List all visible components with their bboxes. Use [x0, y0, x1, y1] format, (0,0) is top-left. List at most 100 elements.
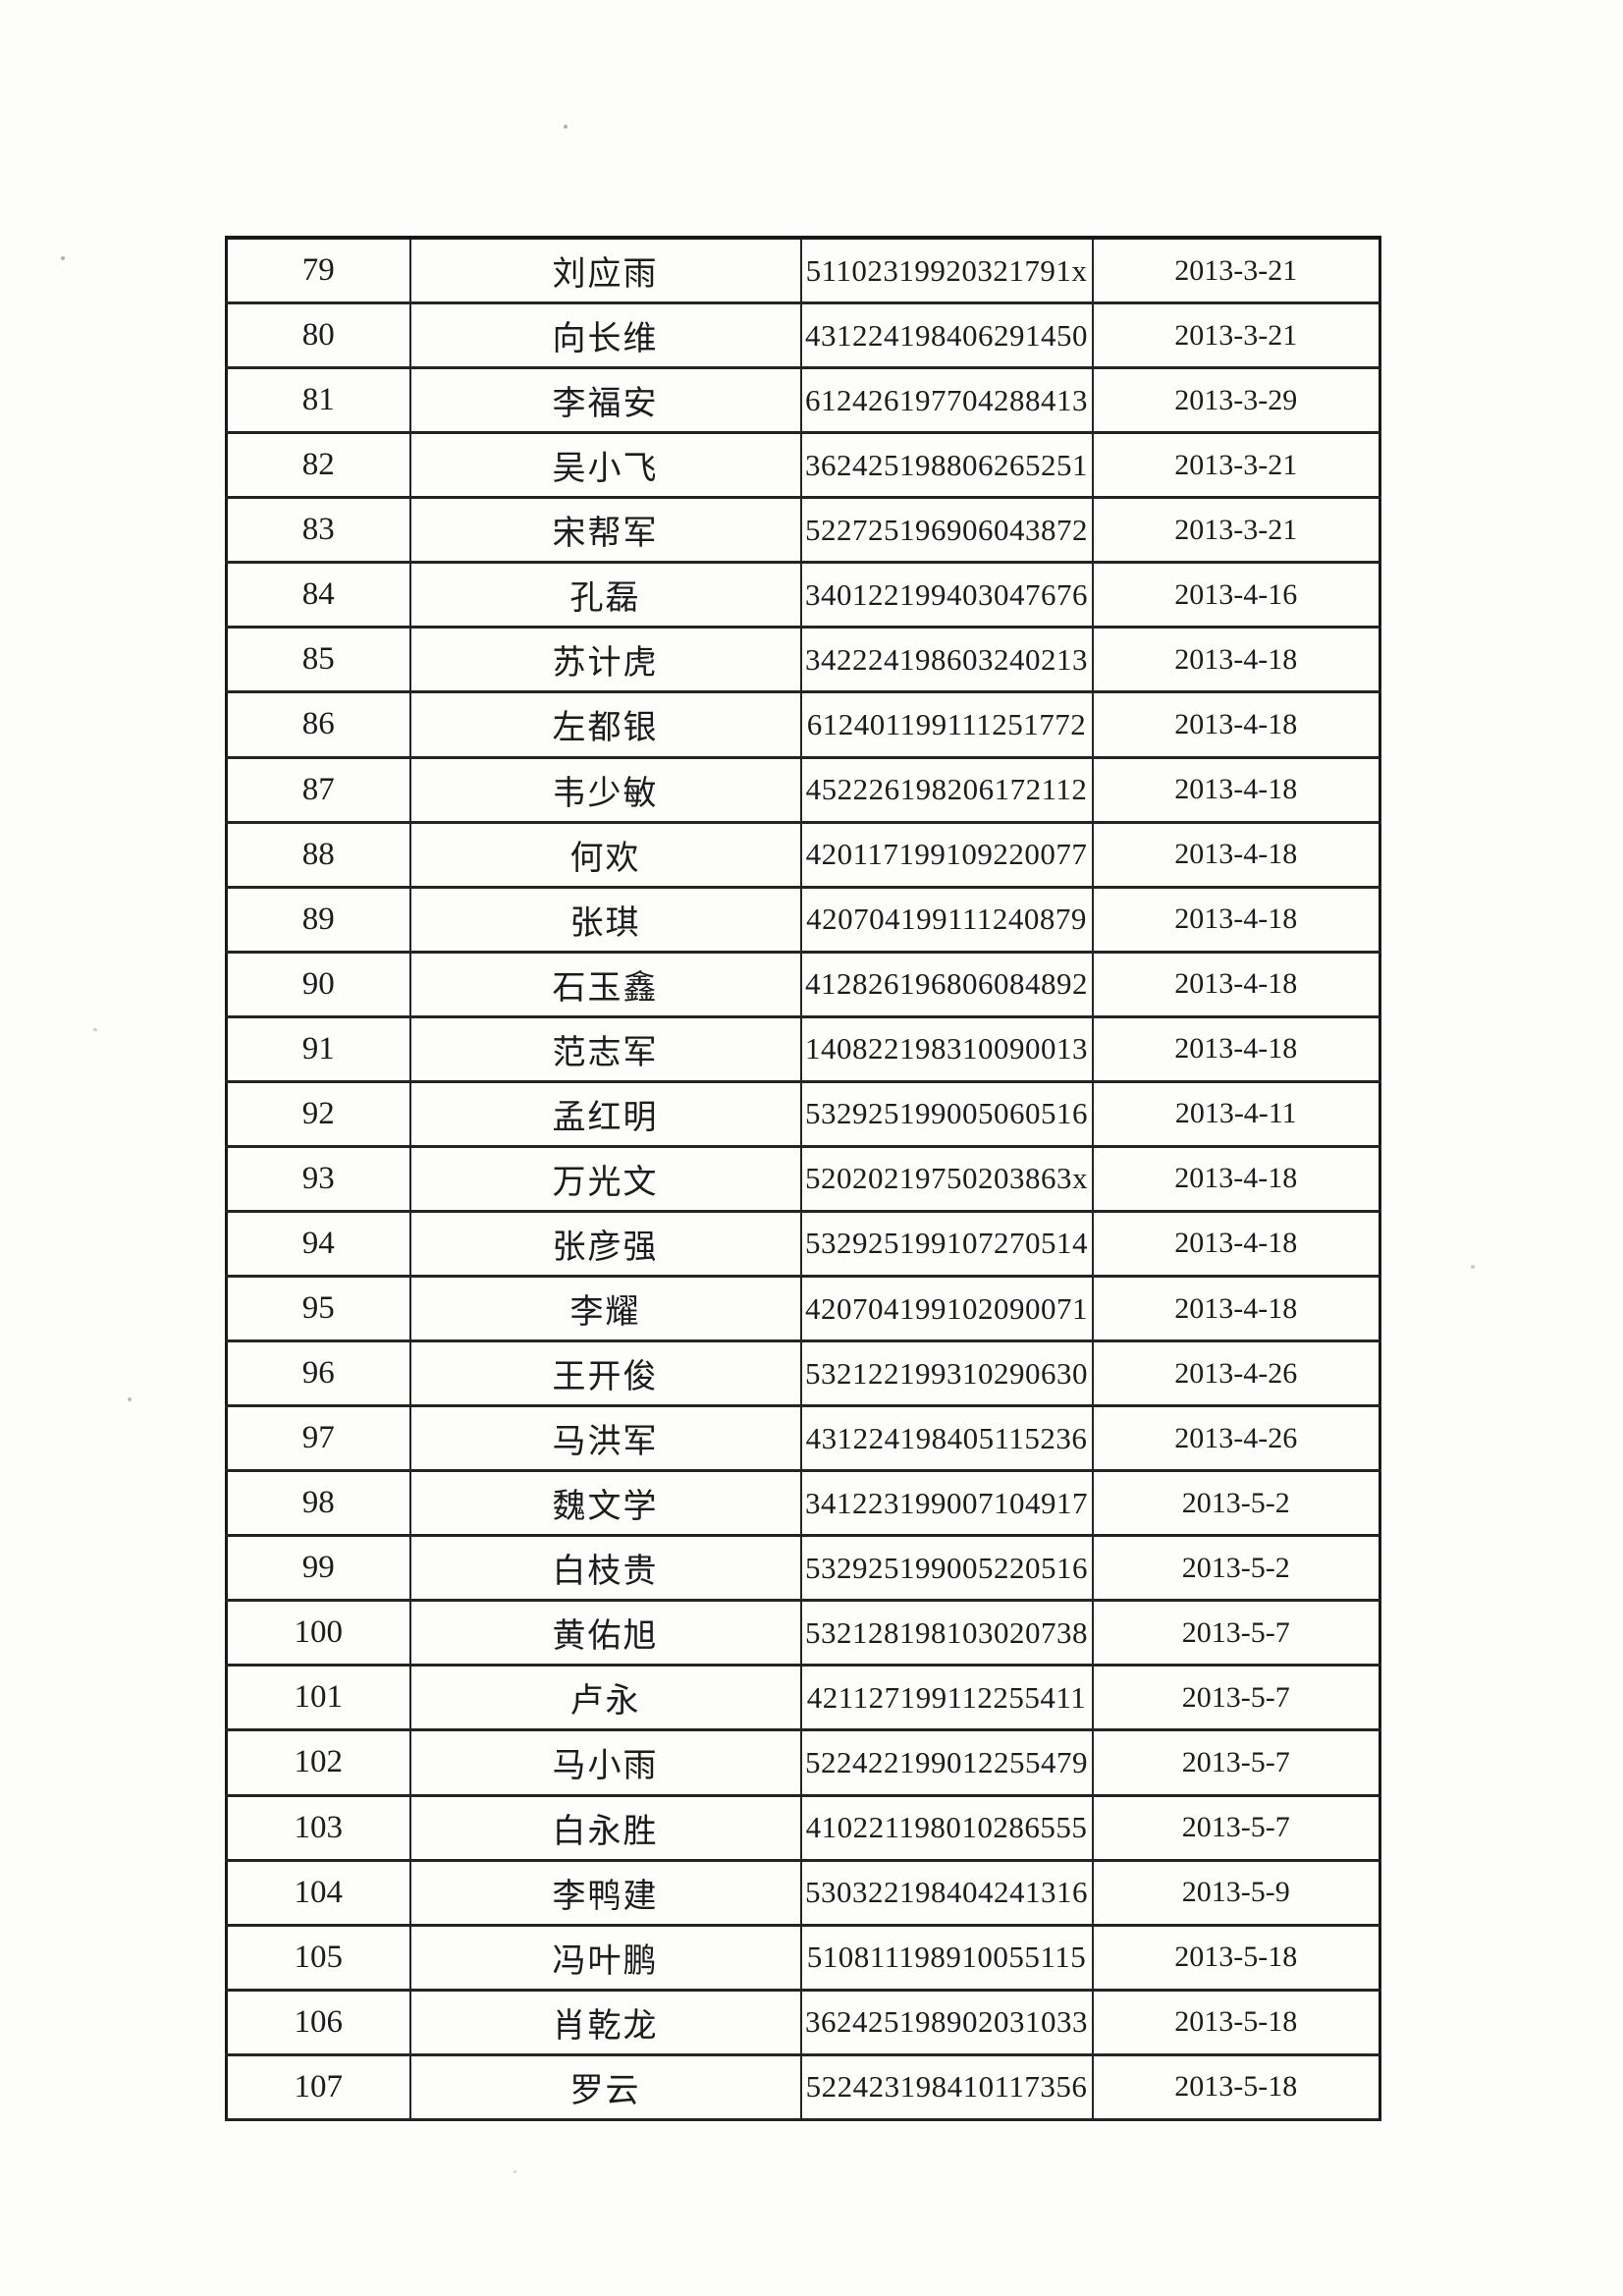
- cell-id: 532122199310290630: [799, 1339, 1094, 1408]
- cell-no: 79: [225, 236, 411, 305]
- table-row: 83 宋帮军 522725196906043872 2013-3-21: [225, 496, 1381, 565]
- cell-name: 肖乾龙: [408, 1988, 802, 2056]
- cell-id: 421127199112255411: [799, 1664, 1094, 1732]
- table-row: 91 范志军 140822198310090013 2013-4-18: [225, 1014, 1381, 1083]
- cell-date: 2013-3-21: [1091, 496, 1381, 565]
- table-row: 84 孔磊 340122199403047676 2013-4-16: [225, 561, 1381, 629]
- cell-id: 532925199107270514: [799, 1209, 1094, 1279]
- cell-date: 2013-4-18: [1091, 885, 1381, 954]
- cell-id: 522422199012255479: [799, 1728, 1094, 1797]
- cell-name: 刘应雨: [408, 236, 802, 305]
- cell-no: 82: [225, 431, 411, 500]
- cell-date: 2013-4-18: [1091, 1209, 1381, 1279]
- cell-no: 103: [225, 1793, 411, 1862]
- cell-no: 101: [225, 1664, 411, 1732]
- cell-name: 罗云: [408, 2052, 802, 2122]
- cell-id: 530322198404241316: [799, 1858, 1094, 1927]
- scan-speck: [128, 1397, 132, 1401]
- cell-no: 100: [225, 1599, 411, 1667]
- cell-no: 105: [225, 1923, 411, 1992]
- cell-date: 2013-4-16: [1091, 561, 1381, 629]
- table-row: 103 白永胜 410221198010286555 2013-5-7: [225, 1793, 1381, 1862]
- cell-date: 2013-5-18: [1091, 1988, 1381, 2056]
- cell-id: 420704199102090071: [799, 1275, 1094, 1343]
- roster-table-body: 79 刘应雨 51102319920321791x 2013-3-21 80 向长维 431…: [225, 236, 1381, 2122]
- cell-no: 94: [225, 1209, 411, 1279]
- cell-date: 2013-3-29: [1091, 366, 1381, 435]
- table-row: 107 罗云 522423198410117356 2013-5-18: [225, 2052, 1381, 2122]
- cell-name: 苏计虎: [408, 626, 802, 694]
- scan-speck: [61, 256, 65, 260]
- cell-name: 韦少敏: [408, 755, 802, 824]
- cell-date: 2013-4-11: [1091, 1079, 1381, 1148]
- scan-speck: [93, 1028, 97, 1031]
- table-row: 100 黄佑旭 532128198103020738 2013-5-7: [225, 1599, 1381, 1667]
- cell-name: 卢永: [408, 1664, 802, 1732]
- table-row: 93 万光文 52020219750203863x 2013-4-18: [225, 1144, 1381, 1213]
- cell-name: 何欢: [408, 820, 802, 889]
- cell-id: 532925199005060516: [799, 1079, 1094, 1148]
- cell-name: 黄佑旭: [408, 1599, 802, 1667]
- cell-id: 51102319920321791x: [799, 236, 1094, 305]
- table-row: 88 何欢 420117199109220077 2013-4-18: [225, 820, 1381, 889]
- table-row: 92 孟红明 532925199005060516 2013-4-11: [225, 1079, 1381, 1148]
- table-row: 90 石玉鑫 412826196806084892 2013-4-18: [225, 950, 1381, 1018]
- cell-date: 2013-3-21: [1091, 236, 1381, 305]
- cell-date: 2013-5-2: [1091, 1534, 1381, 1603]
- cell-date: 2013-4-18: [1091, 690, 1381, 759]
- cell-no: 93: [225, 1144, 411, 1213]
- cell-id: 410221198010286555: [799, 1793, 1094, 1862]
- table-row: 95 李耀 420704199102090071 2013-4-18: [225, 1275, 1381, 1343]
- table-row: 80 向长维 431224198406291450 2013-3-21: [225, 301, 1381, 370]
- cell-id: 510811198910055115: [799, 1923, 1094, 1992]
- cell-date: 2013-4-18: [1091, 820, 1381, 889]
- cell-id: 612426197704288413: [799, 366, 1094, 435]
- cell-date: 2013-5-2: [1091, 1469, 1381, 1538]
- cell-id: 362425198902031033: [799, 1988, 1094, 2056]
- table-row: 99 白枝贵 532925199005220516 2013-5-2: [225, 1534, 1381, 1603]
- cell-date: 2013-4-26: [1091, 1404, 1381, 1473]
- cell-name: 马小雨: [408, 1728, 802, 1797]
- cell-name: 马洪军: [408, 1404, 802, 1473]
- cell-id: 431224198406291450: [799, 301, 1094, 370]
- cell-no: 80: [225, 301, 411, 370]
- cell-date: 2013-4-18: [1091, 1014, 1381, 1083]
- cell-name: 白枝贵: [408, 1534, 802, 1603]
- cell-no: 83: [225, 496, 411, 565]
- cell-no: 99: [225, 1534, 411, 1603]
- cell-date: 2013-5-7: [1091, 1793, 1381, 1862]
- table-row: 81 李福安 612426197704288413 2013-3-29: [225, 366, 1381, 435]
- cell-id: 341223199007104917: [799, 1469, 1094, 1538]
- cell-name: 李鸭建: [408, 1858, 802, 1927]
- cell-no: 102: [225, 1728, 411, 1797]
- cell-name: 李耀: [408, 1275, 802, 1343]
- scan-speck: [564, 125, 568, 129]
- cell-no: 88: [225, 820, 411, 889]
- cell-no: 106: [225, 1988, 411, 2056]
- cell-date: 2013-4-18: [1091, 1275, 1381, 1343]
- cell-date: 2013-4-18: [1091, 950, 1381, 1018]
- cell-id: 452226198206172112: [799, 755, 1094, 824]
- roster-table: 79 刘应雨 51102319920321791x 2013-3-21 80 向长维 431…: [225, 236, 1381, 2122]
- cell-date: 2013-5-18: [1091, 2052, 1381, 2122]
- cell-date: 2013-5-7: [1091, 1664, 1381, 1732]
- cell-no: 107: [225, 2052, 411, 2122]
- table-row: 85 苏计虎 342224198603240213 2013-4-18: [225, 626, 1381, 694]
- table-row: 102 马小雨 522422199012255479 2013-5-7: [225, 1728, 1381, 1797]
- table-row: 97 马洪军 431224198405115236 2013-4-26: [225, 1404, 1381, 1473]
- cell-date: 2013-5-7: [1091, 1728, 1381, 1797]
- scan-speck: [1471, 1265, 1475, 1269]
- cell-id: 522725196906043872: [799, 496, 1094, 565]
- cell-no: 86: [225, 690, 411, 759]
- table-row: 96 王开俊 532122199310290630 2013-4-26: [225, 1339, 1381, 1408]
- cell-no: 90: [225, 950, 411, 1018]
- cell-no: 104: [225, 1858, 411, 1927]
- cell-date: 2013-5-18: [1091, 1923, 1381, 1992]
- table-row: 87 韦少敏 452226198206172112 2013-4-18: [225, 755, 1381, 824]
- table-row: 98 魏文学 341223199007104917 2013-5-2: [225, 1469, 1381, 1538]
- table-row: 101 卢永 421127199112255411 2013-5-7: [225, 1664, 1381, 1732]
- cell-no: 97: [225, 1404, 411, 1473]
- cell-id: 612401199111251772: [799, 690, 1094, 759]
- scan-speck: [514, 2170, 516, 2173]
- cell-no: 92: [225, 1079, 411, 1148]
